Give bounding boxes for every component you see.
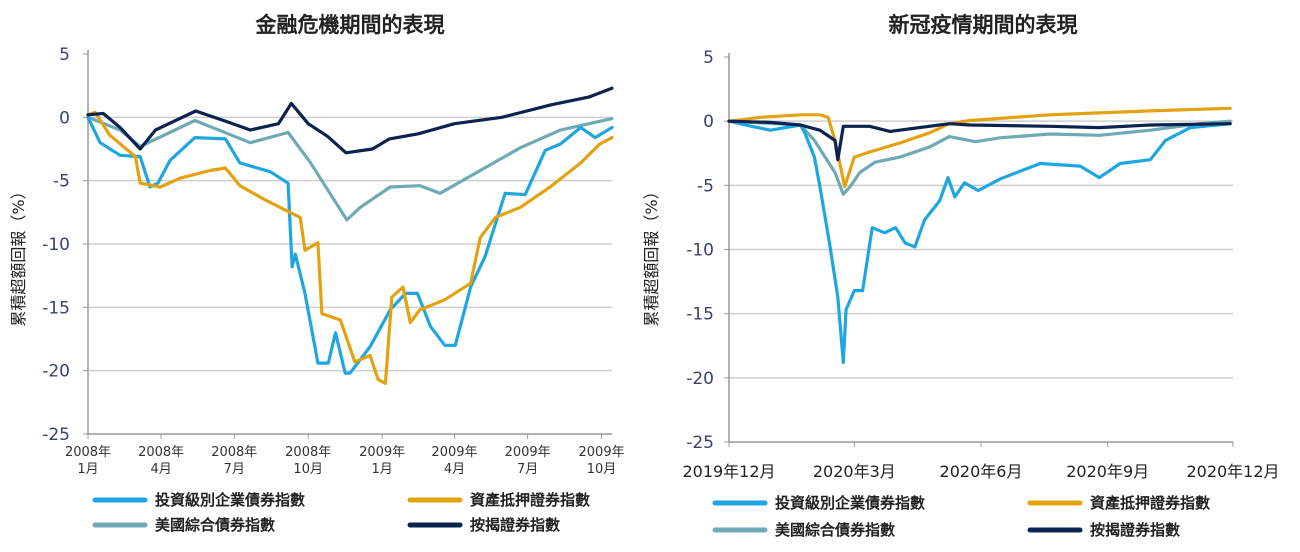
x-tick-label-line: 4月 [444,462,465,477]
legend-label: 資產抵押證券指數 [1090,494,1210,512]
x-tick-label-line: 2020年9月 [1066,462,1149,481]
series-line-4 [727,119,1232,162]
x-tick-label-line: 2008年 [211,445,257,460]
chart-title: 金融危機期間的表現 [255,13,445,37]
series-line-3 [727,119,1232,196]
y-tick-label: -10 [686,241,714,261]
x-tick-label: 2019年12月 [682,462,775,481]
x-tick-label: 2020年6月 [940,462,1023,481]
chart-title: 新冠疫情期間的表現 [889,13,1078,37]
x-tick-label-line: 2008年 [138,445,184,460]
x-tick-label: 2009年 1月 [359,445,405,477]
x-tick-label-line: 2009年 [505,445,551,460]
y-tick-label: -5 [697,176,714,196]
x-tick-label-line: 1月 [372,462,393,477]
legend-label: 投資級別企業債券指數 [155,491,305,509]
legend-label: 美國綜合債券指數 [775,521,895,539]
x-tick-label: 2009年 7月 [505,445,551,477]
x-tick-label-line: 1月 [77,462,98,477]
x-tick-label-line: 2020年3月 [813,462,896,481]
y-tick-label: -25 [686,433,714,453]
y-tick-label: -15 [42,298,70,318]
x-tick-label-line: 4月 [150,462,171,477]
x-tick-label: 2008年 4月 [138,445,184,477]
x-tick-label: 2008年 10月 [285,445,331,477]
x-tick-label-line: 2020年6月 [940,462,1023,481]
x-tick-label: 2009年 10月 [579,445,625,477]
y-tick-label: 0 [703,112,714,132]
x-tick-label: 2008年 7月 [211,445,257,477]
y-tick-label: -20 [42,362,70,382]
series-line-2 [727,106,1232,189]
y-tick-label: -5 [53,172,70,192]
series-line-1 [86,115,614,375]
x-tick-label-line: 10月 [293,462,323,477]
y-tick-label: -10 [42,235,70,255]
y-axis-label: 累積超額回報（%） [9,183,28,326]
x-tick-label: 2020年9月 [1066,462,1149,481]
x-tick-label-line: 2008年 [65,445,111,460]
x-tick-label: 2020年3月 [813,462,896,481]
series-line-2 [86,110,614,385]
series-line-3 [86,115,614,222]
x-tick-label-line: 2009年 [579,445,625,460]
legend-label: 資產抵押證券指數 [470,491,590,509]
series-line-1 [727,119,1232,364]
y-axis-label: 累積超額回報（%） [642,183,661,326]
legend-label: 美國綜合債券指數 [155,516,275,534]
x-tick-label-line: 10月 [587,462,617,477]
x-tick-label-line: 2008年 [285,445,331,460]
legend-label: 按揭證券指數 [470,516,560,534]
y-tick-label: -25 [42,425,70,445]
y-tick-label: 5 [703,48,714,68]
x-tick-label: 2009年 4月 [431,445,477,477]
y-tick-label: 0 [59,108,70,128]
y-tick-label: -15 [686,305,714,325]
x-tick-label-line: 2009年 [431,445,477,460]
x-tick-label: 2008年 1月 [65,445,111,477]
y-tick-label: -20 [686,369,714,389]
x-tick-label-line: 7月 [517,462,538,477]
legend-label: 投資級別企業債券指數 [775,494,925,512]
x-tick-label-line: 2020年12月 [1186,462,1279,481]
legend-label: 按揭證券指數 [1090,521,1180,539]
series-line-4 [86,86,614,155]
x-tick-label-line: 2009年 [359,445,405,460]
x-tick-label-line: 2019年12月 [682,462,775,481]
y-tick-label: 5 [59,45,70,65]
x-tick-label: 2020年12月 [1186,462,1279,481]
x-tick-label-line: 7月 [224,462,245,477]
